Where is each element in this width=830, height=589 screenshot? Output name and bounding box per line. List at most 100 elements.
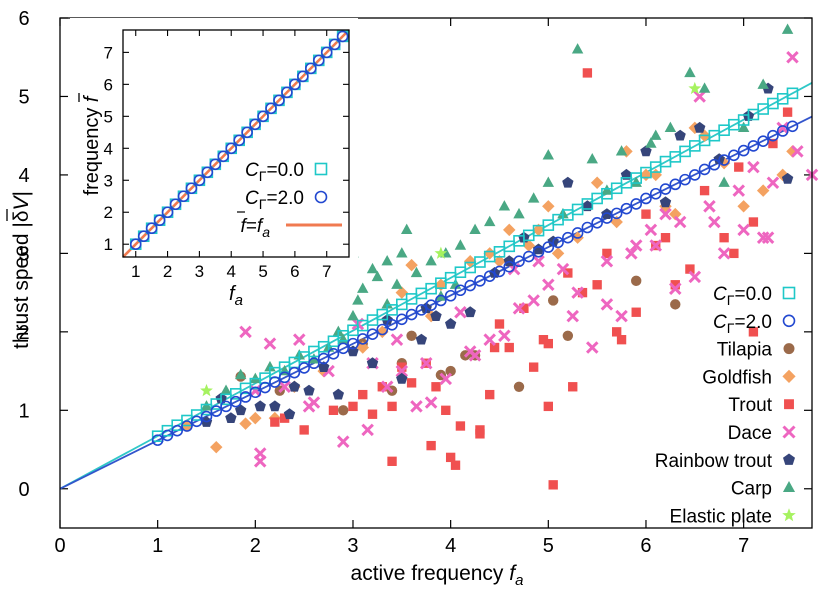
inset-legend-item-c-0-0: CΓ=0.0 bbox=[245, 160, 328, 184]
elastic-plate-point bbox=[434, 246, 448, 259]
c-2-0-point bbox=[220, 400, 232, 413]
inset-y-tick-label: 3 bbox=[104, 171, 113, 190]
dace-point bbox=[688, 270, 702, 284]
tilapia-point bbox=[562, 330, 574, 341]
dace-point bbox=[585, 341, 599, 354]
trout-point bbox=[279, 413, 290, 423]
goldfish-point bbox=[356, 341, 369, 354]
inset-c-2-0-point bbox=[201, 166, 214, 179]
c-2-0-point bbox=[581, 221, 594, 234]
inset-x-tick-label: 4 bbox=[226, 262, 235, 281]
legend-item-elastic-plate: Elastic plate bbox=[670, 506, 796, 527]
trout-point bbox=[504, 342, 514, 353]
carp-point bbox=[698, 82, 711, 93]
x-tick-label: 7 bbox=[738, 535, 749, 557]
y-axis-title: thrust speed |δV| bbox=[6, 191, 33, 349]
x-axis-title: active frequency fa bbox=[351, 562, 524, 589]
trout-point bbox=[377, 382, 387, 392]
inset-c-2-0-point bbox=[336, 30, 349, 43]
goldfish-point bbox=[551, 247, 565, 260]
x-tick-label: 2 bbox=[250, 535, 261, 557]
trout-point bbox=[602, 248, 612, 259]
inset-y-tick-label: 4 bbox=[104, 139, 113, 158]
legend-item-tilapia: Tilapia bbox=[717, 340, 795, 361]
trout-point bbox=[582, 68, 593, 78]
carp-point bbox=[498, 200, 511, 211]
trout-point bbox=[660, 233, 671, 243]
carp-point bbox=[347, 309, 359, 321]
c-2-0-point bbox=[337, 342, 350, 355]
legend-marker bbox=[782, 481, 796, 492]
legend-label: CΓ=2.0 bbox=[713, 312, 772, 336]
c-2-0-point bbox=[425, 299, 437, 311]
inset-c-2-0-point bbox=[297, 70, 309, 83]
carp-point bbox=[381, 298, 393, 309]
dace-point bbox=[512, 302, 526, 315]
goldfish-point bbox=[249, 411, 262, 425]
x-tick-label: 6 bbox=[640, 535, 651, 557]
inset-x-tick-label: 6 bbox=[290, 262, 299, 281]
y-tick-label: 1 bbox=[18, 400, 29, 422]
dace-point bbox=[776, 121, 789, 135]
dace-point bbox=[708, 215, 721, 229]
rainbow-trout-point bbox=[396, 372, 408, 384]
carp-point bbox=[469, 223, 481, 235]
dace-point bbox=[483, 333, 496, 346]
dace-point bbox=[542, 278, 555, 292]
rainbow-trout-point bbox=[288, 380, 301, 392]
carp-point bbox=[615, 145, 628, 156]
c-2-0-point bbox=[562, 231, 574, 244]
legend-label: Carp bbox=[731, 479, 772, 500]
c-2-0-point bbox=[483, 270, 496, 282]
goldfish-point bbox=[376, 325, 389, 339]
rainbow-trout-point bbox=[303, 384, 315, 396]
c-2-0-point bbox=[640, 192, 652, 205]
svg-text:thrust speed |δV|: thrust speed |δV| bbox=[10, 191, 33, 349]
y-tick-label: 0 bbox=[18, 479, 29, 501]
goldfish-point bbox=[463, 254, 477, 268]
c-2-0-point bbox=[669, 178, 682, 191]
carp-point bbox=[757, 78, 769, 89]
carp-point bbox=[366, 262, 379, 274]
legend-marker bbox=[782, 314, 796, 328]
legend-label: Dace bbox=[728, 423, 772, 444]
dace-point bbox=[249, 384, 262, 397]
main-plot-frame bbox=[59, 17, 813, 529]
main-tick-labels: 0 1 2 3 4 5 6 7 0 1 2 3 4 5 6 bbox=[18, 8, 749, 557]
carp-point bbox=[391, 278, 403, 289]
legend-item-carp: Carp bbox=[731, 479, 796, 500]
carp-point bbox=[718, 176, 730, 187]
inset-c-2-0-point bbox=[129, 238, 142, 251]
rainbow-trout-point bbox=[332, 388, 344, 400]
trout-point bbox=[270, 417, 280, 427]
inset-c-2-0-point bbox=[249, 118, 261, 131]
legend-item-trout: Trout bbox=[728, 395, 794, 416]
inset-plot-frame bbox=[122, 29, 350, 258]
c-2-0-point bbox=[405, 308, 418, 321]
dace-point bbox=[239, 325, 252, 339]
carp-point bbox=[425, 254, 437, 266]
inset-c-2-0-point bbox=[145, 222, 158, 235]
c-2-0-point bbox=[435, 294, 447, 307]
rainbow-trout-point bbox=[318, 361, 330, 372]
c-2-0-point bbox=[542, 241, 555, 253]
dace-point bbox=[424, 396, 438, 409]
c-2-0-point bbox=[630, 198, 643, 210]
carp-point bbox=[513, 207, 525, 219]
c-2-0-point bbox=[298, 362, 310, 374]
dace-point bbox=[629, 239, 643, 252]
trout-point bbox=[397, 362, 407, 372]
legend-label: Tilapia bbox=[717, 340, 773, 361]
trout-point bbox=[299, 425, 309, 435]
inset-c-2-0-point bbox=[289, 78, 301, 91]
trout-point bbox=[729, 248, 739, 259]
trout-point bbox=[685, 264, 695, 274]
trout-point bbox=[328, 405, 339, 415]
c-2-0-point bbox=[454, 284, 467, 297]
goldfish-point bbox=[610, 215, 623, 229]
x-tick-label: 4 bbox=[445, 535, 456, 557]
dace-point bbox=[293, 333, 306, 346]
dace-point bbox=[278, 380, 291, 394]
main-plot: 0 1 2 3 4 5 6 7 0 1 2 3 4 5 6 active frequency fa thru… bbox=[6, 8, 819, 589]
c-2-0-point bbox=[620, 202, 633, 215]
